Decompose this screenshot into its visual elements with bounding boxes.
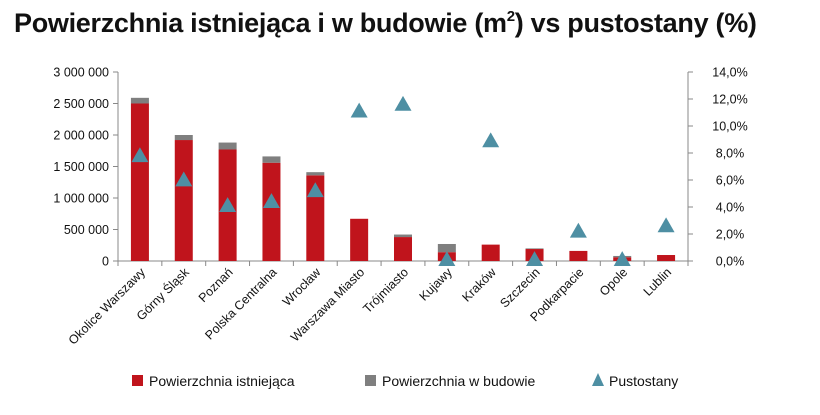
vacancy-markers [131,95,675,267]
left-tick-label: 1 000 000 [53,192,109,206]
right-tick-label: 2,0% [716,228,745,242]
bar-existing [174,140,193,261]
bar-construction [437,243,456,253]
right-tick-label: 12,0% [712,93,747,107]
category-label: Trójmiasto [360,265,411,316]
bar-existing [569,250,588,261]
bar-construction [262,156,281,163]
vacancy-marker [350,102,368,118]
vacancy-marker [306,182,324,198]
bar-existing [262,162,281,261]
bar-existing [130,103,149,261]
legend-swatch [592,373,604,386]
legend-label: Powierzchnia istniejąca [149,373,295,389]
right-tick-label: 4,0% [716,201,745,215]
left-tick-label: 500 000 [64,223,109,237]
left-tick-label: 1 500 000 [53,160,109,174]
left-tick-label: 2 000 000 [53,129,109,143]
category-label: Wrocław [280,265,324,309]
chart-title-suffix: ) vs pustostany (%) [514,8,757,38]
bar-construction [394,234,412,238]
chart-axes: 0 500 000 1 000 000 1 500 000 2 000 000 2 500… [53,66,747,269]
vacancy-marker [569,222,587,238]
bar-construction [525,248,544,250]
vacancy-marker [438,251,456,267]
bar-construction [174,135,193,141]
left-tick-label: 3 000 000 [53,66,109,80]
category-label: Kujawy [417,265,456,304]
vacancy-marker [219,197,237,213]
vacancy-marker [131,147,149,163]
bar-construction [218,142,237,150]
bar-construction [130,97,149,104]
category-label: Warszawa Miasto [288,265,367,344]
category-label: Kraków [459,265,499,305]
category-label: Lublin [641,265,675,299]
vacancy-marker [482,132,500,148]
right-tick-label: 6,0% [716,174,745,188]
vacancy-marker [526,251,544,267]
right-tick-label: 14,0% [712,66,747,80]
vacancy-marker [175,171,193,187]
legend-swatch [132,375,143,386]
legend-label: Pustostany [609,373,678,389]
right-tick-label: 8,0% [716,147,745,161]
chart-title-superscript: 2 [506,8,515,25]
right-tick-label: 0,0% [716,255,745,269]
category-label: Poznań [196,265,236,305]
bar-existing [481,244,500,261]
bar-existing [394,237,412,261]
bar-existing [657,255,676,261]
legend-swatch [365,375,376,386]
vacancy-marker [657,217,675,233]
category-label: Opole [597,265,631,299]
legend: Powierzchnia istniejąca Powierzchnia w bu… [132,373,678,389]
left-tick-label: 2 500 000 [53,97,109,111]
category-label: Szczecin [497,265,542,310]
bar-series [130,97,676,261]
chart-title-prefix: Powierzchnia istniejąca i w budowie (m [14,8,507,38]
chart-title: Powierzchnia istniejąca i w budowie (m2)… [14,8,757,39]
right-tick-label: 10,0% [712,120,747,134]
legend-label: Powierzchnia w budowie [382,373,536,389]
vacancy-marker [262,193,280,208]
category-label: Okolice Warszawy [66,265,149,348]
vacancy-marker [613,251,631,267]
bar-construction [306,172,325,176]
left-tick-label: 0 [102,255,109,269]
vacancy-marker [394,95,412,111]
bar-existing [350,218,369,261]
